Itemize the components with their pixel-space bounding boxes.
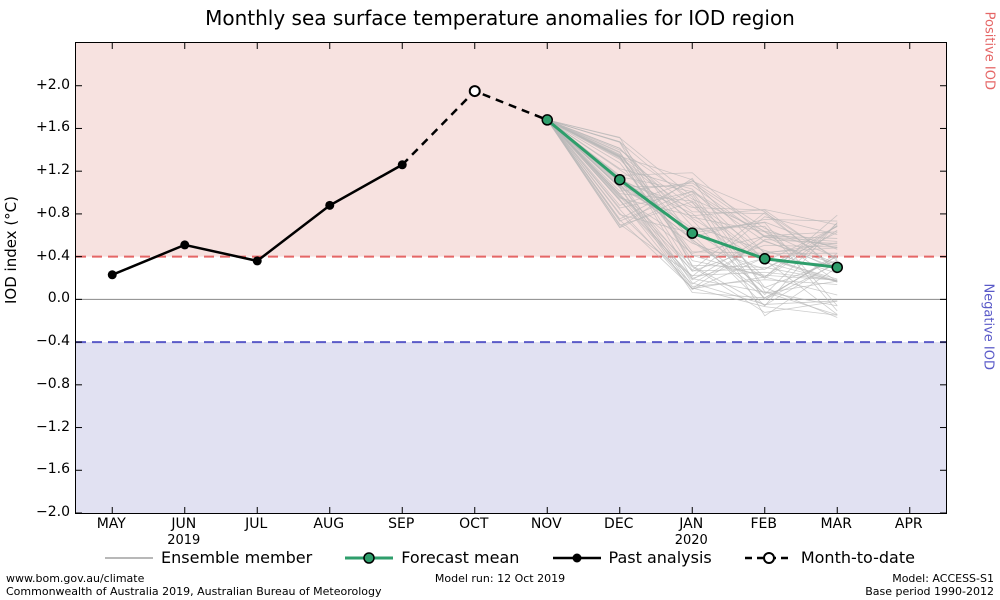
y-tick-label: −0.8 <box>36 376 70 392</box>
x-tick-label: MAR <box>821 516 852 532</box>
legend-ensemble: Ensemble member <box>105 548 312 567</box>
y-tick-label: +1.6 <box>36 119 70 135</box>
legend-past: Past analysis <box>553 548 712 567</box>
chart-title: Monthly sea surface temperature anomalie… <box>0 6 1000 30</box>
legend-past-label: Past analysis <box>609 548 712 567</box>
x-tick-label: FEB <box>750 516 777 532</box>
x-tick-label: AUG <box>313 516 344 532</box>
legend-forecast-swatch <box>345 549 393 567</box>
y-tick-label: −1.6 <box>36 461 70 477</box>
x-tick-label: DEC <box>604 516 633 532</box>
x-tick-label: JAN2020 <box>675 516 708 548</box>
footer-model-run: Model run: 12 Oct 2019 <box>6 572 994 585</box>
x-tick-label: NOV <box>531 516 562 532</box>
x-tick-label: APR <box>895 516 923 532</box>
y-tick-label: +2.0 <box>36 77 70 93</box>
chart-container: Monthly sea surface temperature anomalie… <box>0 0 1000 600</box>
footer: www.bom.gov.au/climate Commonwealth of A… <box>6 572 994 598</box>
y-tick-label: −0.4 <box>36 333 70 349</box>
y-tick-label: +1.2 <box>36 162 70 178</box>
legend-ensemble-swatch <box>105 549 153 567</box>
negative-iod-label: Negative IOD <box>981 283 996 370</box>
x-tick-label: JUL <box>245 516 267 532</box>
legend-mtd-label: Month-to-date <box>801 548 915 567</box>
x-tick-label: MAY <box>97 516 126 532</box>
legend-forecast-label: Forecast mean <box>401 548 519 567</box>
positive-iod-label: Positive IOD <box>981 12 996 90</box>
x-tick-label: SEP <box>388 516 414 532</box>
legend-forecast: Forecast mean <box>345 548 519 567</box>
y-axis-label: IOD index (°C) <box>2 196 20 304</box>
plot-svg <box>76 43 946 513</box>
x-tick-label: OCT <box>459 516 488 532</box>
legend-mtd: Month-to-date <box>745 548 915 567</box>
y-tick-label: 0.0 <box>48 290 70 306</box>
y-tick-label: −1.2 <box>36 419 70 435</box>
footer-copyright: Commonwealth of Australia 2019, Australi… <box>6 585 381 598</box>
legend-past-swatch <box>553 549 601 567</box>
y-tick-label: −2.0 <box>36 504 70 520</box>
x-tick-label: JUN2019 <box>167 516 200 548</box>
legend-ensemble-label: Ensemble member <box>161 548 312 567</box>
legend: Ensemble member Forecast mean Past analy… <box>75 548 945 571</box>
legend-mtd-swatch <box>745 549 793 567</box>
plot-area <box>75 42 947 514</box>
footer-base: Base period 1990-2012 <box>865 585 994 598</box>
y-tick-label: +0.4 <box>36 248 70 264</box>
y-tick-label: +0.8 <box>36 205 70 221</box>
